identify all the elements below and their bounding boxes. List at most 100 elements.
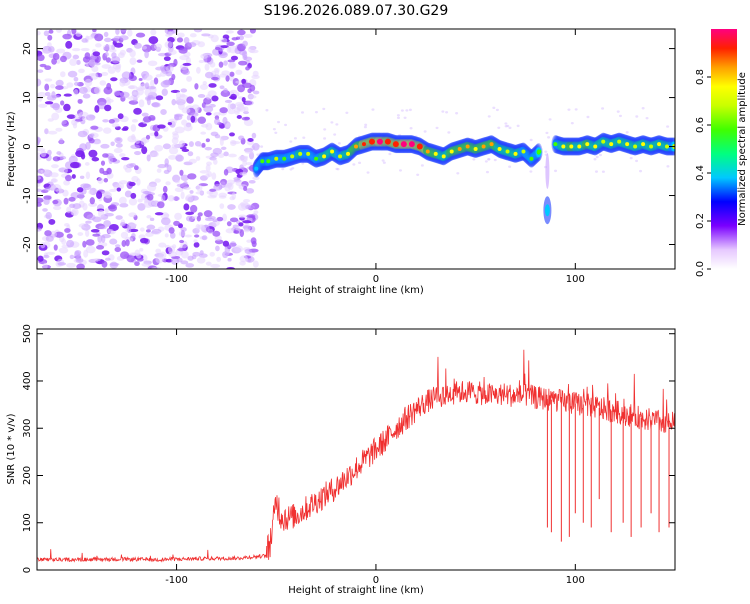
noise-blob (174, 180, 180, 184)
noise-dot (435, 126, 439, 130)
noise-blob (133, 165, 139, 171)
noise-blob (88, 59, 96, 67)
noise-blob (179, 93, 186, 98)
noise-blob (73, 89, 79, 96)
noise-blob (66, 114, 76, 119)
noise-blob (204, 63, 210, 71)
noise-dot (300, 111, 304, 114)
noise-blob (94, 105, 100, 113)
noise-dot (470, 137, 474, 141)
noise-blob (176, 37, 184, 43)
noise-dot (371, 108, 375, 111)
noise-blob (238, 214, 247, 219)
noise-blob (216, 216, 224, 222)
noise-blob (64, 174, 72, 182)
noise-dot (330, 121, 334, 124)
noise-blob (92, 233, 100, 237)
ridge-point (306, 151, 311, 156)
noise-dot (639, 169, 643, 173)
ridge-point (609, 142, 614, 147)
noise-blob (245, 188, 255, 194)
noise-dot (441, 110, 445, 113)
noise-blob (105, 97, 111, 102)
noise-blob (188, 158, 197, 164)
noise-blob (60, 100, 65, 106)
noise-dot (594, 170, 598, 173)
ridge-point (441, 154, 446, 159)
noise-blob (145, 232, 154, 237)
noise-blob (139, 247, 144, 252)
noise-dot (381, 159, 385, 162)
noise-blob (116, 187, 122, 192)
noise-blob (144, 50, 149, 59)
noise-blob (124, 166, 132, 173)
noise-blob (78, 191, 85, 200)
noise-blob (155, 66, 164, 71)
noise-blob (81, 38, 88, 43)
noise-blob (37, 202, 42, 207)
noise-blob (144, 82, 150, 90)
noise-blob (171, 73, 176, 81)
noise-blob (114, 244, 121, 248)
noise-blob (38, 96, 43, 102)
noise-blob (134, 261, 140, 267)
noise-blob (177, 102, 185, 110)
noise-dot (400, 109, 404, 112)
noise-blob (239, 229, 245, 238)
noise-blob (155, 95, 164, 101)
noise-blob (177, 247, 187, 252)
noise-dot (504, 143, 508, 146)
noise-blob (76, 59, 81, 65)
noise-dot (398, 169, 402, 172)
ridge-point (633, 144, 638, 149)
noise-blob (230, 141, 241, 145)
ridge-point (384, 138, 391, 145)
noise-blob (128, 181, 136, 187)
noise-dot (504, 122, 508, 125)
noise-blob (187, 173, 197, 180)
noise-blob (224, 99, 233, 104)
noise-blob (55, 127, 63, 132)
noise-blob (55, 79, 64, 87)
noise-blob (93, 62, 101, 66)
ridge-point (392, 141, 399, 148)
noise-blob (121, 240, 127, 247)
noise-blob (146, 154, 151, 162)
spike-trail (545, 153, 550, 190)
noise-blob (86, 214, 96, 221)
noise-blob (54, 231, 64, 238)
noise-dot (547, 136, 551, 139)
noise-blob (46, 95, 57, 101)
noise-blob (185, 215, 194, 222)
noise-blob (201, 142, 206, 148)
noise-blob (119, 203, 129, 208)
noise-blob (119, 153, 126, 158)
noise-blob (237, 202, 247, 211)
noise-blob (50, 83, 56, 89)
noise-blob (204, 71, 214, 79)
noise-blob (152, 230, 161, 235)
noise-blob (238, 60, 248, 66)
noise-blob (55, 85, 64, 90)
noise-blob (183, 186, 191, 191)
noise-blob (95, 43, 102, 48)
noise-blob (90, 72, 99, 80)
noise-blob (180, 88, 188, 93)
noise-blob (197, 41, 206, 48)
noise-blob (247, 46, 256, 53)
noise-blob (244, 204, 255, 210)
noise-dot (335, 167, 339, 171)
noise-dot (487, 115, 491, 118)
noise-blob (71, 47, 81, 52)
noise-blob (174, 126, 185, 134)
noise-blob (205, 122, 213, 131)
noise-dot (492, 106, 496, 110)
noise-blob (37, 176, 42, 180)
snr-y-ticks: 0 100 200 300 400 500 (22, 324, 675, 573)
noise-dot (544, 150, 548, 153)
noise-blob (141, 112, 149, 117)
noise-blob (238, 135, 245, 141)
noise-dot (277, 120, 281, 124)
noise-blob (218, 192, 227, 198)
noise-blob (102, 127, 112, 134)
